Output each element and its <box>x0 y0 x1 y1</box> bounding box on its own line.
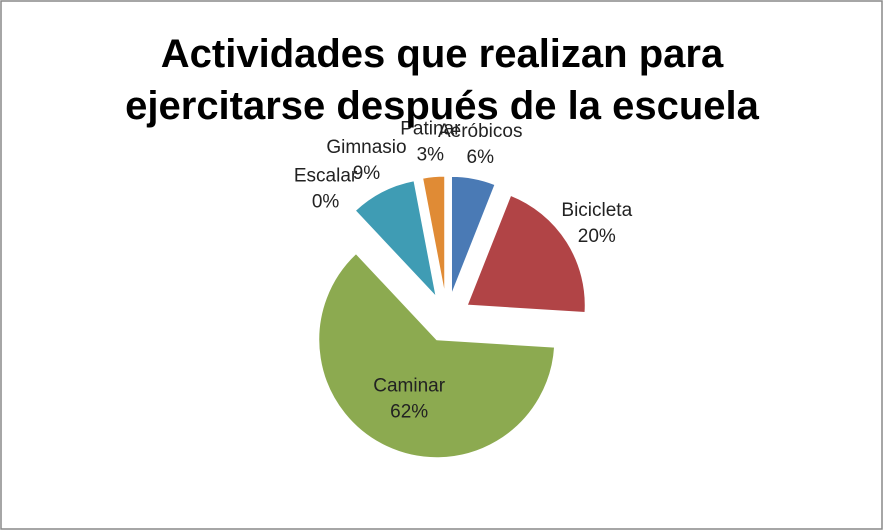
data-label-value: 0% <box>312 192 340 213</box>
pie-slice <box>466 194 586 314</box>
data-label-category: Aeróbicos <box>438 121 523 142</box>
data-label-category: Gimnasio <box>326 137 406 158</box>
pie-slice <box>354 180 437 299</box>
data-label-category: Escalar <box>294 166 358 187</box>
pie-slice <box>318 252 556 459</box>
data-label-category: Bicicleta <box>561 200 632 221</box>
pie-slice <box>422 175 446 295</box>
data-label-value: 62% <box>390 401 428 422</box>
data-label-value: 20% <box>578 226 616 247</box>
data-label-category: Patinar <box>400 118 461 139</box>
data-label-category: Caminar <box>373 375 445 396</box>
chart-title: Actividades que realizan para ejercitars… <box>125 32 759 128</box>
data-label-value: 3% <box>417 144 445 165</box>
data-label-value: 9% <box>353 163 381 184</box>
data-label-value: 6% <box>467 147 495 168</box>
pie-slice <box>450 175 496 295</box>
